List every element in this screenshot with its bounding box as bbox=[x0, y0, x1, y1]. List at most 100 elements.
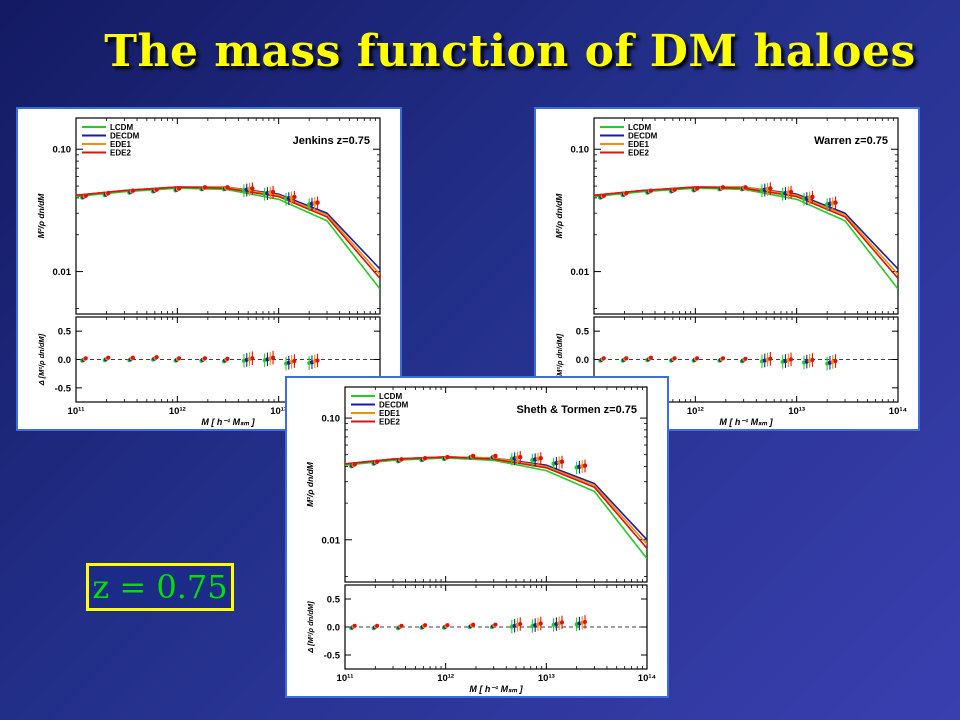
residual-point-ede2 bbox=[560, 620, 565, 625]
y-tick-label: 0.01 bbox=[571, 267, 590, 278]
residual-point-ede2 bbox=[583, 619, 588, 624]
residual-point-ede2 bbox=[721, 356, 726, 361]
x-tick-label: 10¹⁴ bbox=[889, 406, 908, 417]
residual-point-ede2 bbox=[471, 622, 476, 627]
residual-point-ede2 bbox=[315, 358, 320, 363]
y-tick-label: 0.10 bbox=[53, 145, 72, 156]
legend-label-ede1: EDE1 bbox=[110, 140, 131, 149]
legend-label-ede2: EDE2 bbox=[379, 418, 400, 427]
y-axis-label-top: M²/ρ dn/dM bbox=[305, 461, 315, 507]
residual-point-ede2 bbox=[601, 356, 606, 361]
legend-label-decdm: DECDM bbox=[110, 132, 140, 141]
y-tick-label: 0.01 bbox=[53, 267, 72, 278]
legend-label-ede2: EDE2 bbox=[628, 149, 649, 158]
x-tick-label: 10¹¹ bbox=[337, 673, 354, 684]
legend-label-lcdm: LCDM bbox=[110, 123, 133, 132]
residual-point-ede2 bbox=[695, 356, 700, 361]
y-axis-label-bottom: Δ [M²/ρ dn/dM] bbox=[555, 333, 564, 386]
residual-point-ede2 bbox=[225, 356, 230, 361]
model-curves bbox=[76, 186, 380, 290]
residual-point-ede2 bbox=[154, 355, 159, 360]
residual-point-ede2 bbox=[445, 623, 450, 628]
residual-point-ede2 bbox=[518, 622, 523, 627]
y-tick-label: 0.5 bbox=[58, 327, 72, 338]
y-axis-label-bottom: Δ [M²/ρ dn/dM] bbox=[37, 333, 46, 386]
x-axis-label: M [ h⁻¹ Mₛₘ ] bbox=[469, 684, 523, 694]
residual-point-ede2 bbox=[177, 356, 182, 361]
legend-label-ede2: EDE2 bbox=[110, 149, 131, 158]
data-point-ede2 bbox=[374, 459, 380, 464]
data-point-ede2 bbox=[601, 193, 607, 198]
residual-point-ede2 bbox=[250, 356, 255, 361]
top-panel-frame bbox=[75, 117, 381, 315]
legend-label-decdm: DECDM bbox=[628, 132, 658, 141]
y-tick-label: 0.0 bbox=[327, 623, 340, 634]
series-line-ede2 bbox=[345, 456, 647, 549]
residual-point-ede2 bbox=[743, 356, 748, 361]
data-point-ede2 bbox=[768, 186, 773, 191]
data-point-ede2 bbox=[315, 200, 320, 205]
data-point-ede2 bbox=[225, 185, 230, 190]
chart-sheth-tormen: 10¹¹ 10¹² 10¹³ 10¹⁴ M [ h⁻¹ Mₛₘ ] 0.10 0.01 M²/… bbox=[305, 386, 657, 694]
x-tick-label: 10¹³ bbox=[538, 673, 555, 684]
residual-point-ede2 bbox=[375, 623, 380, 628]
x-tick-label: 10¹² bbox=[687, 406, 704, 417]
series-line-decdm bbox=[345, 456, 647, 541]
series-line-lcdm bbox=[76, 187, 380, 290]
data-point-ede2 bbox=[106, 190, 111, 196]
series-line-ede2 bbox=[76, 186, 380, 279]
legend-label-ede1: EDE1 bbox=[379, 409, 400, 418]
residual-point-ede2 bbox=[789, 357, 794, 362]
y-axis-label-top: M²/ρ dn/dM bbox=[36, 193, 46, 239]
x-tick-label: 10¹¹ bbox=[68, 406, 85, 417]
data-point-ede2 bbox=[743, 185, 748, 190]
residual-point-ede2 bbox=[292, 359, 297, 364]
residual-point-ede2 bbox=[130, 355, 135, 360]
residual-point-ede2 bbox=[672, 356, 677, 361]
residual-point-ede2 bbox=[352, 623, 357, 628]
x-tick-label: 10¹³ bbox=[270, 406, 287, 417]
y-axis-label-bottom: Δ [M²/ρ dn/dM] bbox=[306, 601, 315, 654]
x-tick-label: 10¹² bbox=[437, 673, 454, 684]
top-panel-frame bbox=[344, 386, 648, 583]
data-point-ede2 bbox=[559, 459, 565, 464]
series-line-ede2 bbox=[594, 186, 898, 279]
data-point-ede2 bbox=[154, 187, 159, 192]
residual-point-ede2 bbox=[648, 355, 653, 360]
residual-point-ede2 bbox=[768, 356, 773, 361]
y-tick-label: 0.0 bbox=[576, 355, 589, 366]
residual-point-ede2 bbox=[203, 356, 208, 361]
data-point-ede2 bbox=[788, 189, 794, 195]
y-tick-label: 0.01 bbox=[322, 535, 341, 546]
slide-title: The mass function of DM haloes bbox=[104, 26, 916, 77]
data-point-ede2 bbox=[422, 455, 428, 461]
residual-point-ede2 bbox=[810, 357, 815, 362]
x-tick-label: 10¹³ bbox=[788, 406, 805, 417]
residual-point-ede2 bbox=[423, 623, 428, 628]
data-point-ede2 bbox=[720, 185, 726, 190]
data-point-ede2 bbox=[83, 193, 89, 198]
legend-label-ede1: EDE1 bbox=[628, 140, 649, 149]
legend-label-lcdm: LCDM bbox=[379, 392, 402, 401]
chart-annotation: Jenkins z=0.75 bbox=[293, 135, 370, 147]
data-point-ede2 bbox=[176, 186, 182, 191]
data-point-ede2 bbox=[130, 188, 136, 193]
top-panel-frame bbox=[593, 117, 899, 315]
series-line-lcdm bbox=[594, 187, 898, 290]
legend-label-decdm: DECDM bbox=[379, 401, 409, 410]
residual-point-ede2 bbox=[538, 621, 543, 626]
data-point-ede2 bbox=[202, 185, 208, 190]
chart-panel-sheth-tormen: 10¹¹ 10¹² 10¹³ 10¹⁴ M [ h⁻¹ Mₛₘ ] 0.10 0.01 M²/… bbox=[285, 376, 669, 698]
data-point-ede2 bbox=[694, 186, 700, 191]
y-tick-label: 0.5 bbox=[576, 327, 590, 338]
model-curves bbox=[594, 186, 898, 290]
data-point-ede2 bbox=[445, 454, 450, 460]
data-point-ede2 bbox=[292, 194, 297, 200]
data-point-ede2 bbox=[810, 194, 815, 200]
residual-point-ede2 bbox=[493, 622, 498, 627]
data-point-ede2 bbox=[352, 462, 357, 467]
data-point-ede2 bbox=[582, 463, 588, 468]
